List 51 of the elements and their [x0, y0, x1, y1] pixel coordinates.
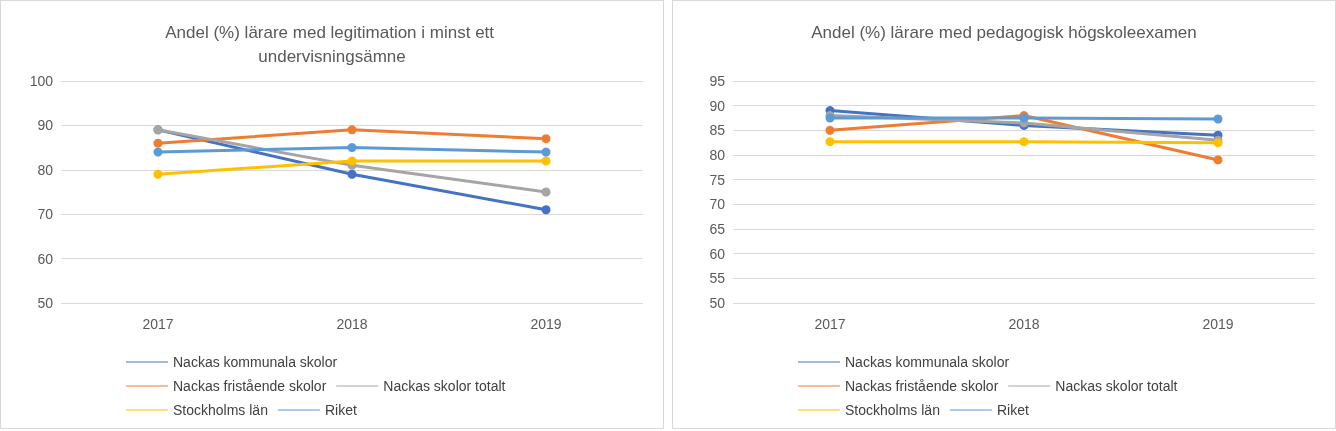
y-tick-label: 50	[37, 295, 54, 311]
y-tick-label: 70	[37, 206, 54, 223]
legend-label: Riket	[324, 402, 357, 418]
x-tick-label: 2018	[1008, 316, 1040, 332]
y-tick-label: 50	[709, 295, 726, 311]
x-tick-label: 2017	[814, 316, 846, 332]
y-tick-label: 60	[37, 250, 54, 267]
y-tick-label: 80	[709, 147, 726, 163]
y-tick-label: 100	[29, 73, 54, 89]
legend-label: Nackas skolor totalt	[383, 378, 506, 394]
y-tick-label: 60	[709, 245, 726, 262]
point	[347, 125, 357, 135]
point	[347, 143, 357, 153]
point	[1213, 114, 1223, 124]
point	[541, 205, 551, 215]
legend-label: Nackas fristående skolor	[845, 378, 999, 394]
point	[541, 134, 551, 144]
y-tick-label: 90	[37, 117, 54, 134]
point	[1019, 137, 1029, 147]
y-tick-label: 75	[709, 171, 726, 188]
x-tick-label: 2018	[336, 316, 368, 332]
y-tick-label: 80	[37, 161, 54, 178]
y-tick-label: 55	[709, 270, 726, 287]
legend-label: Nackas kommunala skolor	[173, 354, 338, 370]
legend-label: Nackas fristående skolor	[173, 378, 327, 394]
legend-label: Nackas skolor totalt	[1055, 378, 1178, 394]
point	[541, 147, 551, 157]
legend-label: Stockholms län	[845, 402, 940, 418]
point	[541, 187, 551, 197]
point	[1213, 155, 1223, 165]
y-tick-label: 90	[709, 97, 726, 114]
y-tick-label: 85	[709, 122, 726, 139]
y-tick-label: 70	[709, 196, 726, 213]
y-tick-label: 65	[709, 221, 726, 237]
point	[347, 156, 357, 166]
point	[153, 147, 163, 157]
point	[825, 137, 835, 147]
x-tick-label: 2017	[142, 316, 174, 332]
point	[153, 138, 163, 148]
y-tick-label: 95	[709, 73, 726, 89]
point	[825, 125, 835, 135]
x-tick-label: 2019	[1202, 316, 1234, 332]
chart-title: Andel (%) lärare med legitimation i minst ett undervisningsämne	[165, 22, 499, 66]
legend-label: Nackas kommunala skolor	[845, 354, 1010, 370]
x-tick-label: 2019	[530, 316, 562, 332]
point	[541, 156, 551, 166]
chart-title: Andel (%) lärare med pedagogisk högskoleexamen	[811, 22, 1197, 42]
point	[347, 169, 357, 179]
point	[153, 169, 163, 179]
legend-label: Stockholms län	[173, 402, 268, 418]
legend-label: Riket	[996, 402, 1029, 418]
